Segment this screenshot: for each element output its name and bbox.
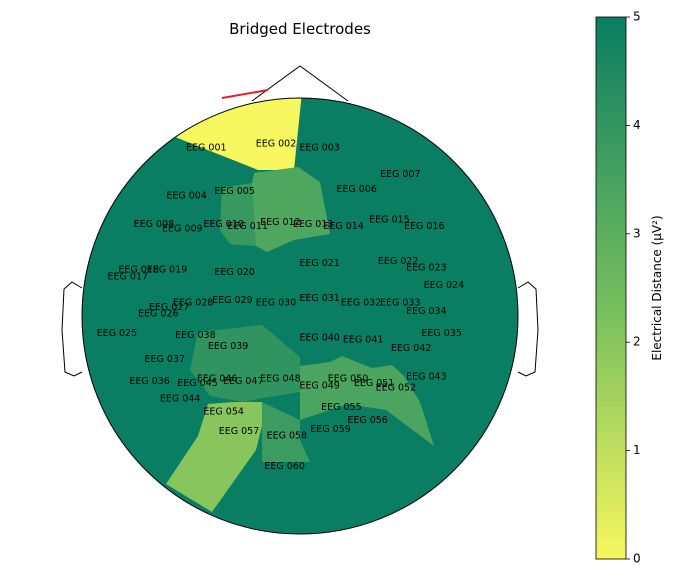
electrode-label: EEG 054 [203,406,244,417]
head-right-ear [517,281,539,377]
electrode-label: EEG 037 [145,354,186,365]
electrode-label: EEG 041 [343,335,384,346]
head-circle [81,97,519,535]
electrode-label: EEG 038 [175,330,216,341]
electrode-label: EEG 050 [328,374,369,385]
topo-patch-occipital-left [166,402,262,512]
electrode-label: EEG 010 [203,219,244,230]
colorbar-tick-label: 2 [633,335,641,349]
electrode-label: EEG 057 [219,426,260,437]
electrode-label: EEG 056 [347,415,388,426]
electrode-label: EEG 028 [173,297,214,308]
electrode-label: EEG 019 [147,265,188,276]
electrode-labels: EEG 001 EEG 002 EEG 003 EEG 004 EEG 005 EEG 0… [97,138,465,472]
head-nose [251,65,349,102]
topo-patch-occipital-mid [262,402,310,462]
electrode-label: EEG 060 [264,461,305,472]
electrode-label: EEG 002 [256,138,297,149]
colorbar-label: Electrical Distance (μV²) [650,215,664,360]
topo-patch-central [190,325,300,402]
electrode-label: EEG 040 [299,332,340,343]
electrode-label: EEG 034 [406,306,447,317]
electrode-label: EEG 031 [299,293,340,304]
electrode-label: EEG 021 [299,258,340,269]
electrode-label: EEG 006 [336,184,377,195]
head-left-ear [61,281,83,377]
colorbar-tick-label: 3 [633,226,641,240]
electrode-label: EEG 004 [166,191,207,202]
electrode-label: EEG 012 [260,217,301,228]
electrode-label: EEG 001 [186,143,227,154]
electrode-label: EEG 007 [380,169,421,180]
electrode-label: EEG 024 [424,280,465,291]
topomap-field [82,98,518,534]
electrode-label: EEG 014 [323,221,364,232]
bridge-line-eeg001-eeg002 [221,89,269,99]
electrode-label: EEG 046 [197,374,238,385]
electrode-label: EEG 005 [214,186,255,197]
electrode-label: EEG 042 [391,343,432,354]
colorbar-tick-label: 5 [633,10,641,24]
chart-title: Bridged Electrodes [229,20,371,38]
electrode-label: EEG 026 [138,308,179,319]
bridge-region-eeg001-eeg002 [170,98,302,170]
electrode-label: EEG 030 [256,297,297,308]
topomap-background [82,98,518,534]
electrode-label: EEG 013 [293,219,334,230]
electrode-label: EEG 032 [341,297,382,308]
electrode-label: EEG 022 [378,256,419,267]
topo-patch-frontal-left [220,183,256,246]
electrode-label: EEG 029 [212,295,253,306]
electrode-label: EEG 045 [177,378,218,389]
electrode-label: EEG 016 [404,221,445,232]
colorbar-gradient [595,16,627,560]
electrode-label: EEG 043 [406,372,447,383]
electrode-label: EEG 008 [134,219,175,230]
electrode-label: EEG 039 [208,341,249,352]
electrode-label: EEG 027 [149,302,190,313]
electrode-label: EEG 020 [214,267,255,278]
head-outline [61,65,539,377]
topo-patch-right [300,356,434,446]
colorbar-tick-label: 4 [633,118,641,132]
electrode-label: EEG 048 [260,374,301,385]
electrode-label: EEG 047 [223,376,264,387]
electrode-label: EEG 003 [299,143,340,154]
colorbar-tick-label: 0 [633,552,641,566]
electrode-label: EEG 017 [108,271,149,282]
electrode-label: EEG 059 [310,424,351,435]
electrode-label: EEG 033 [380,297,421,308]
electrode-label: EEG 015 [369,215,410,226]
electrode-label: EEG 051 [354,378,395,389]
electrode-label: EEG 011 [227,221,268,232]
colorbar-ticks: 0 1 2 3 4 5 [626,10,641,566]
electrode-label: EEG 018 [118,265,159,276]
electrode-label: EEG 025 [97,328,138,339]
electrode-label: EEG 058 [267,430,308,441]
electrode-label: EEG 055 [321,402,362,413]
electrode-label: EEG 049 [299,380,340,391]
colorbar: 0 1 2 3 4 5 Electrical Distance (μV²) [595,10,664,566]
electrode-label: EEG 044 [160,393,201,404]
electrode-label: EEG 036 [129,376,170,387]
electrode-label: EEG 023 [406,263,447,274]
electrode-label: EEG 052 [376,382,417,393]
electrode-label: EEG 035 [421,328,462,339]
electrode-label: EEG 009 [162,223,203,234]
colorbar-tick-label: 1 [633,443,641,457]
